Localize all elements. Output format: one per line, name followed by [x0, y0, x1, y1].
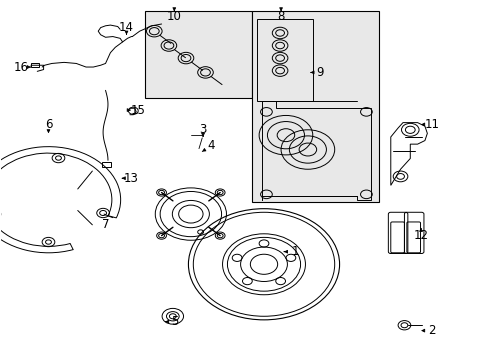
Text: 14: 14: [119, 21, 134, 34]
Bar: [31, 63, 39, 67]
Text: 1: 1: [291, 245, 299, 258]
Text: 6: 6: [44, 118, 52, 131]
Bar: [256, 19, 312, 101]
Text: 2: 2: [427, 324, 435, 337]
Text: 7: 7: [102, 218, 109, 231]
Bar: [251, 12, 378, 202]
Bar: [102, 162, 111, 167]
Text: 5: 5: [171, 315, 178, 328]
Text: 4: 4: [207, 139, 215, 152]
Text: 3: 3: [199, 123, 206, 136]
Text: 15: 15: [130, 104, 145, 117]
Text: 12: 12: [413, 229, 427, 242]
Text: 13: 13: [123, 172, 139, 185]
Text: 10: 10: [166, 10, 182, 23]
Text: 16: 16: [14, 60, 29, 73]
Text: 8: 8: [277, 10, 284, 23]
Text: 9: 9: [316, 66, 323, 79]
Bar: [144, 12, 251, 98]
Text: 11: 11: [424, 118, 439, 131]
